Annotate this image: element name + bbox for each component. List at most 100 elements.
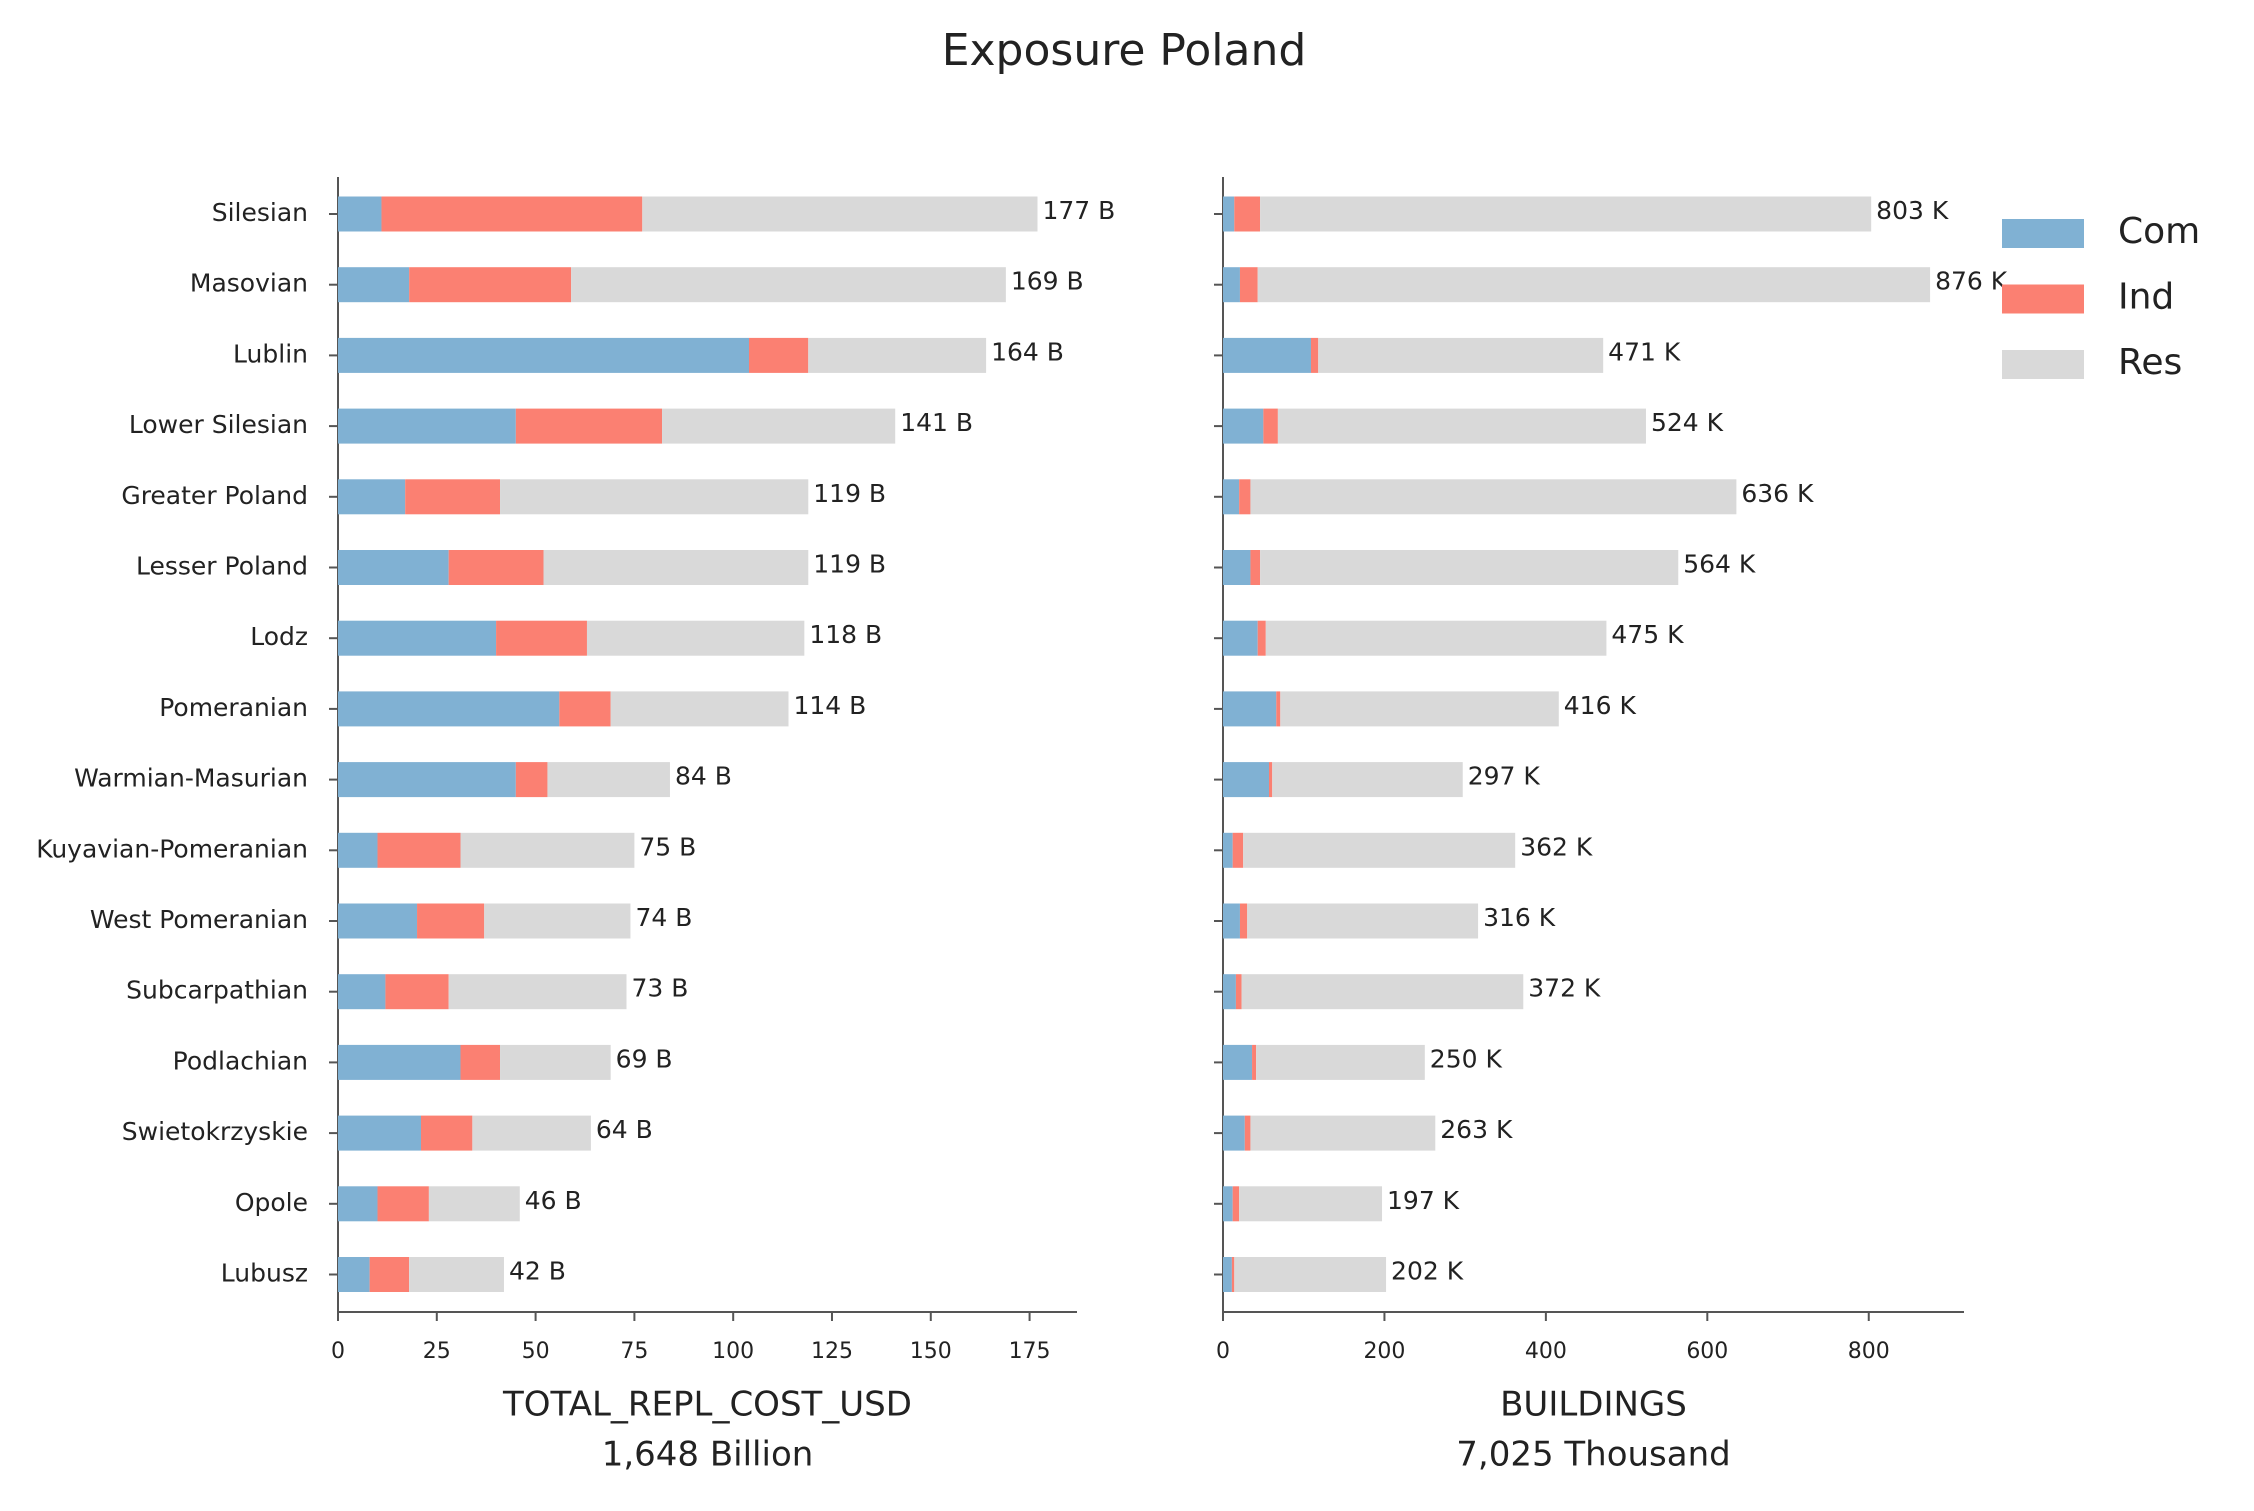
bar-segment xyxy=(377,832,461,868)
bar-segment xyxy=(448,974,627,1010)
bar-segment xyxy=(338,1257,370,1292)
total-label: 564 K xyxy=(1683,550,1756,579)
bar-segment xyxy=(496,620,587,656)
bar-segment xyxy=(338,408,516,444)
total-label: 803 K xyxy=(1876,196,1949,225)
total-label: 64 B xyxy=(596,1115,653,1144)
bar-segment xyxy=(1260,196,1872,232)
total-label: 118 B xyxy=(809,620,882,649)
bar-segment xyxy=(500,479,809,515)
x-tick-label: 400 xyxy=(1525,1339,1567,1364)
total-label: 42 B xyxy=(509,1257,566,1286)
bar-segment xyxy=(571,267,1006,303)
total-label: 202 K xyxy=(1391,1257,1464,1286)
bar-segment xyxy=(1231,1257,1235,1292)
bar-segment xyxy=(1223,1115,1245,1151)
total-label: 876 K xyxy=(1935,267,2008,296)
bar-segment xyxy=(748,337,809,373)
bar-segment xyxy=(1269,762,1273,798)
bar-segment xyxy=(1277,408,1646,444)
bar-segment xyxy=(1239,903,1248,939)
total-label: 75 B xyxy=(639,832,696,861)
total-label: 524 K xyxy=(1651,408,1724,437)
bar-segment xyxy=(1257,620,1266,656)
bar-segment xyxy=(1223,762,1270,798)
x-tick-label: 25 xyxy=(423,1339,451,1364)
total-label: 73 B xyxy=(631,974,688,1003)
bar-segment xyxy=(1272,762,1463,798)
bar-segment xyxy=(381,196,643,232)
legend-label: Ind xyxy=(2118,277,2174,318)
bar-segment xyxy=(1256,1044,1425,1080)
bar-segment xyxy=(808,337,987,373)
x-tick-label: 0 xyxy=(1216,1339,1230,1364)
x-axis-label: TOTAL_REPL_COST_USD xyxy=(502,1385,912,1425)
total-label: 372 K xyxy=(1528,974,1601,1003)
figure-title: Exposure Poland xyxy=(942,25,1307,76)
bar-segment xyxy=(338,620,497,656)
bar-segment xyxy=(1235,974,1242,1010)
bar-segment xyxy=(1223,1044,1253,1080)
total-label: 119 B xyxy=(813,550,886,579)
y-tick-label: Opole xyxy=(235,1188,308,1217)
bar-segment xyxy=(338,267,410,303)
bar-segment xyxy=(338,196,382,232)
y-tick-label: Podlachian xyxy=(173,1046,308,1075)
x-tick-label: 175 xyxy=(1009,1339,1051,1364)
bar-segment xyxy=(377,1186,429,1222)
total-label: 114 B xyxy=(794,691,867,720)
y-tick-label: Lesser Poland xyxy=(136,552,308,581)
bar-segment xyxy=(1223,196,1235,232)
bar-segment xyxy=(1223,903,1240,939)
y-tick-label: Warmian-Masurian xyxy=(74,764,308,793)
total-label: 164 B xyxy=(991,337,1064,366)
bar-segment xyxy=(1265,620,1607,656)
y-tick-label: Silesian xyxy=(212,198,308,227)
total-label: 362 K xyxy=(1520,832,1593,861)
bar-segment xyxy=(1318,337,1604,373)
bar-segment xyxy=(338,479,406,515)
bar-segment xyxy=(1223,550,1251,585)
total-label: 69 B xyxy=(616,1044,673,1073)
total-label: 316 K xyxy=(1483,903,1556,932)
total-label: 74 B xyxy=(635,903,692,932)
x-axis-sublabel: 1,648 Billion xyxy=(602,1435,814,1475)
total-label: 119 B xyxy=(813,479,886,508)
total-label: 475 K xyxy=(1611,620,1684,649)
total-label: 46 B xyxy=(525,1186,582,1215)
total-label: 471 K xyxy=(1608,337,1681,366)
x-axis-sublabel: 7,025 Thousand xyxy=(1456,1435,1731,1475)
bar-segment xyxy=(1263,408,1278,444)
bar-segment xyxy=(1280,691,1559,727)
bar-segment xyxy=(662,408,896,444)
y-tick-label: Greater Poland xyxy=(121,481,308,510)
y-tick-label: Kuyavian-Pomeranian xyxy=(36,834,308,863)
bar-segment xyxy=(338,337,749,373)
bar-segment xyxy=(338,1186,378,1222)
legend-swatch xyxy=(2002,350,2084,379)
bar-segment xyxy=(1260,550,1679,585)
y-tick-label: Masovian xyxy=(190,269,308,298)
bar-segment xyxy=(1239,267,1258,303)
bar-segment xyxy=(1243,832,1516,868)
y-tick-label: Pomeranian xyxy=(159,693,308,722)
legend-swatch xyxy=(2002,219,2084,248)
bar-segment xyxy=(484,903,631,939)
y-tick-label: West Pomeranian xyxy=(90,905,308,934)
total-label: 263 K xyxy=(1440,1115,1513,1144)
bar-segment xyxy=(338,1044,461,1080)
total-label: 197 K xyxy=(1387,1186,1460,1215)
x-tick-label: 200 xyxy=(1363,1339,1405,1364)
total-label: 141 B xyxy=(900,408,973,437)
bar-segment xyxy=(1223,1257,1232,1292)
x-tick-label: 50 xyxy=(522,1339,550,1364)
bar-segment xyxy=(420,1115,473,1151)
bar-segment xyxy=(1223,620,1258,656)
bar-segment xyxy=(1252,1044,1257,1080)
bar-segment xyxy=(417,903,485,939)
total-label: 297 K xyxy=(1468,762,1541,791)
x-tick-label: 0 xyxy=(331,1339,345,1364)
bar-segment xyxy=(515,408,663,444)
bar-segment xyxy=(1223,974,1236,1010)
